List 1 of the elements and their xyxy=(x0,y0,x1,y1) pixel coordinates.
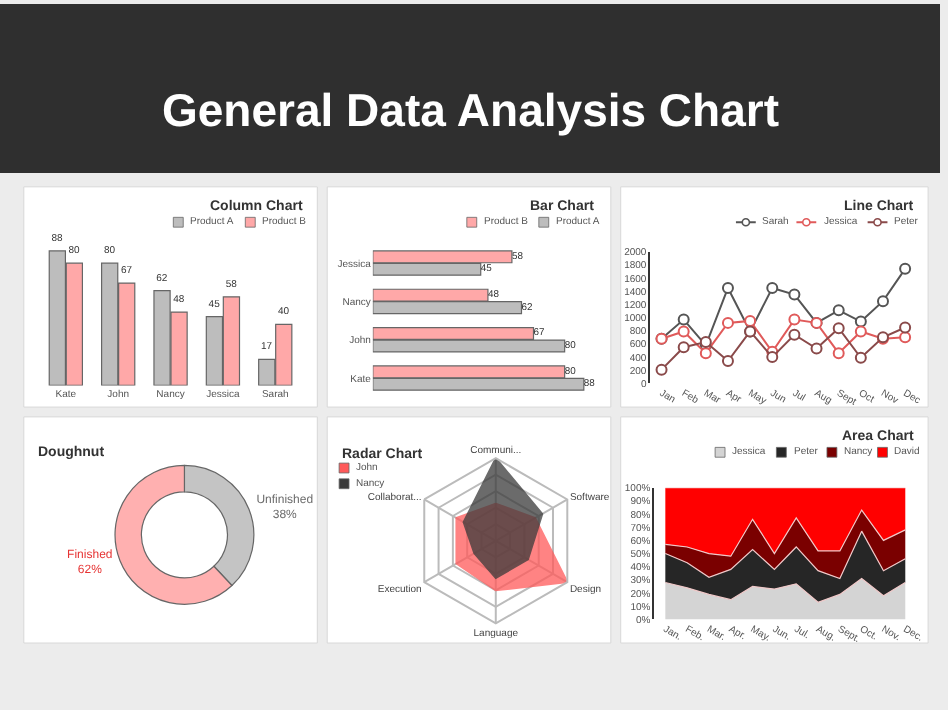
text: General Data Analysis Chart xyxy=(162,84,780,136)
